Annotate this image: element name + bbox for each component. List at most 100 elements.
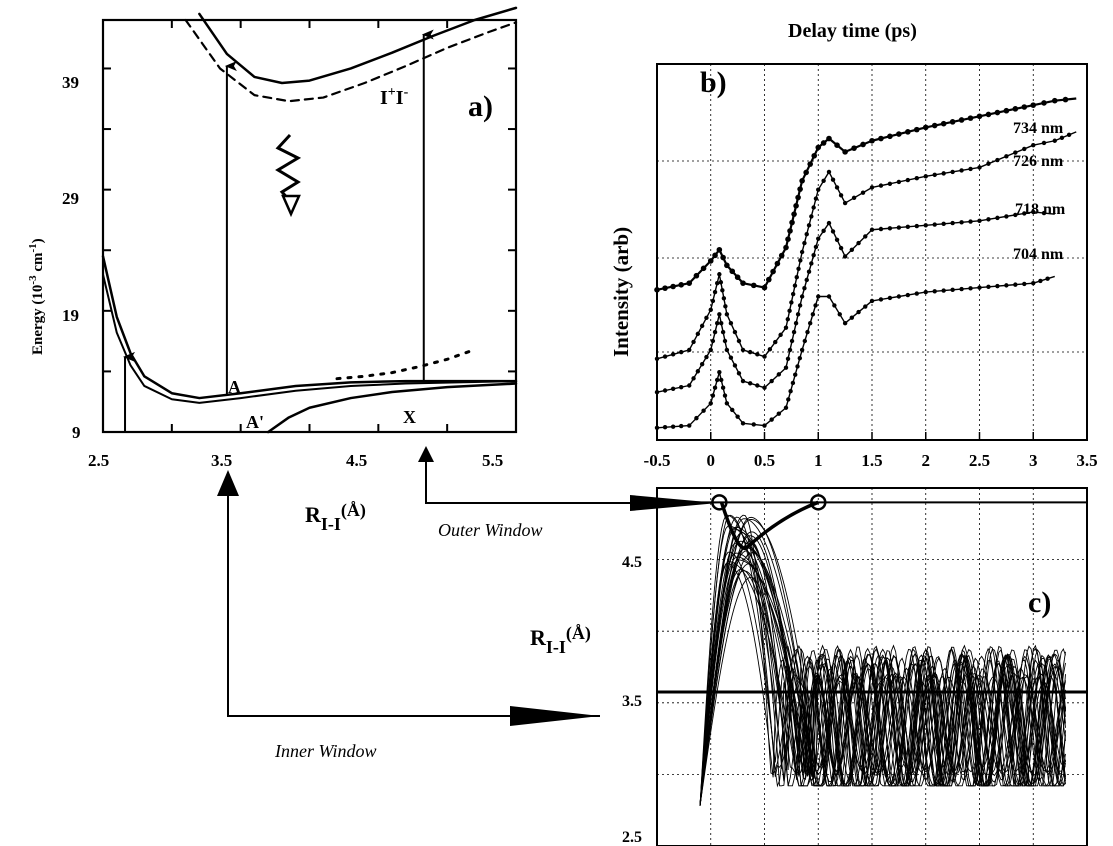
panel-b-xtick: 0.5 <box>754 451 775 470</box>
series-point <box>830 229 836 234</box>
series-point <box>708 347 713 353</box>
series-point <box>691 376 696 381</box>
series-point <box>767 347 773 352</box>
panel-b-xtick: 3.5 <box>1076 451 1097 470</box>
series-point <box>776 372 782 377</box>
panel-c-ytick-3.5: 3.5 <box>622 693 642 710</box>
series-point <box>712 329 718 335</box>
series-point <box>712 252 718 259</box>
series-point <box>670 283 676 290</box>
series-point <box>762 354 767 359</box>
series-point <box>720 329 726 335</box>
series-point <box>712 289 718 295</box>
series-point <box>670 352 676 357</box>
panel-b-xtick: -0.5 <box>644 451 671 470</box>
series-point <box>799 347 805 353</box>
series-point <box>791 211 797 217</box>
series-point <box>729 268 736 275</box>
panel-b: Delay time (ps) -0.5 0 0.5 1 1.5 2 2.5 3 3.5 Int… <box>609 20 1098 470</box>
panel-c-label: c) <box>1028 586 1051 619</box>
series-point <box>670 424 676 429</box>
series-point <box>995 157 1000 163</box>
series-point <box>799 249 805 255</box>
series-point <box>826 169 832 175</box>
series-point <box>878 135 884 142</box>
series-point <box>797 355 803 361</box>
series-point <box>896 131 902 137</box>
series-point <box>851 145 857 151</box>
series-point <box>959 220 964 225</box>
series-point <box>914 291 919 296</box>
ion-pair-label: I+I- <box>380 85 409 109</box>
series-point <box>662 285 668 291</box>
inner-window-connector <box>227 474 600 717</box>
panel-a-arrows <box>123 29 434 432</box>
series-point <box>712 385 718 390</box>
panel-a-xlabel: RI-I(Å) <box>305 500 366 534</box>
series-point <box>799 178 805 184</box>
series-point <box>735 414 740 419</box>
series-point <box>734 274 741 281</box>
series-point <box>1013 282 1018 287</box>
series-point <box>810 312 816 317</box>
series-point <box>1031 280 1036 286</box>
series-point <box>699 323 705 329</box>
series-point <box>941 221 946 227</box>
series-point <box>662 354 668 359</box>
series-point <box>1038 278 1043 284</box>
series-point <box>678 384 684 390</box>
series-point <box>700 265 707 272</box>
series-point <box>724 312 730 317</box>
series-point <box>787 347 793 353</box>
series-point <box>730 407 735 413</box>
series-line-704nm <box>656 275 1055 429</box>
series-point <box>878 226 884 232</box>
series-point <box>1004 214 1009 219</box>
series-point <box>977 285 982 290</box>
series-point <box>878 183 884 188</box>
series-point <box>747 349 753 355</box>
series-point <box>1059 135 1065 140</box>
series-point <box>1004 283 1009 288</box>
panel-a-ytick-29: 29 <box>62 189 79 208</box>
outer-window-trajectory-left <box>719 501 748 551</box>
series-point <box>1045 276 1050 281</box>
series-point <box>838 245 844 251</box>
series-point <box>821 178 826 183</box>
series-point <box>905 129 911 135</box>
series-point <box>662 388 668 393</box>
series-point <box>887 181 893 186</box>
series-point <box>762 385 767 390</box>
series-point <box>707 258 714 264</box>
series-point <box>695 331 701 337</box>
series-point <box>977 165 982 170</box>
series-point <box>842 321 848 326</box>
series-point <box>923 289 928 295</box>
series-point <box>794 275 799 280</box>
series-point <box>830 177 836 182</box>
series-point <box>976 113 983 120</box>
series-point <box>986 217 991 222</box>
series-point <box>806 223 812 228</box>
series-point <box>740 378 746 384</box>
series-point <box>816 187 821 192</box>
series-point <box>994 109 1001 116</box>
series-point <box>821 228 826 234</box>
series-point <box>776 411 782 416</box>
series-point <box>977 218 982 224</box>
trajectory-line <box>699 562 1066 806</box>
series-point <box>774 260 781 267</box>
trajectory-line <box>699 540 1066 806</box>
series-point <box>842 200 848 206</box>
series-point <box>887 295 893 301</box>
series-line-718nm <box>656 211 1055 393</box>
outer-window-label: Outer Window <box>438 520 543 540</box>
series-point <box>1041 140 1047 146</box>
series-point <box>869 227 875 232</box>
series-point <box>967 115 974 121</box>
series-point <box>787 228 793 234</box>
inner-window-arrowhead-right <box>510 706 600 726</box>
series-point <box>740 347 746 353</box>
series-point <box>913 126 920 133</box>
series-point <box>715 321 720 326</box>
